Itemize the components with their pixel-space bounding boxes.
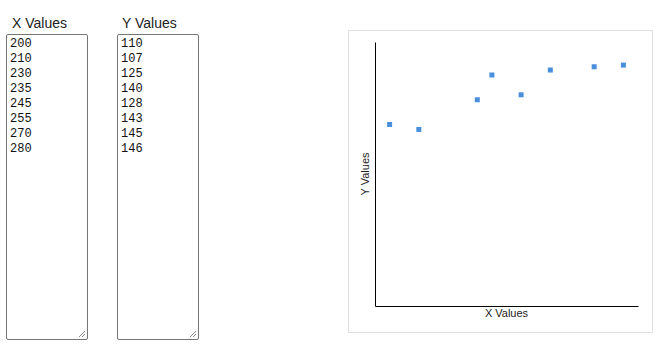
y-values-title: Y Values	[122, 15, 177, 31]
x-values-entry: 200	[10, 37, 84, 52]
chart-panel	[348, 30, 653, 333]
x-values-entry: 230	[10, 67, 84, 82]
point	[489, 73, 494, 78]
x-values-title: X Values	[12, 15, 67, 31]
points	[387, 63, 626, 132]
y-values-entry: 110	[121, 37, 195, 52]
resize-grip[interactable]	[189, 330, 197, 338]
grip-line	[79, 331, 85, 337]
y-values-entry: 145	[121, 127, 195, 142]
x-axis-title: X Values	[485, 307, 529, 319]
point	[519, 92, 524, 97]
x-values-textarea[interactable]: 200210230235245255270280	[6, 34, 88, 340]
x-values-entry: 280	[10, 142, 84, 157]
x-values-entry: 245	[10, 97, 84, 112]
y-axis-title: Y Values	[359, 152, 371, 196]
grip-line	[82, 334, 85, 337]
point	[548, 68, 553, 73]
grip-line	[190, 331, 196, 337]
point	[416, 127, 421, 132]
y-values-entry: 143	[121, 112, 195, 127]
point	[387, 122, 392, 127]
point	[475, 97, 480, 102]
y-values-entry: 107	[121, 52, 195, 67]
x-values-entry: 270	[10, 127, 84, 142]
point	[592, 64, 597, 69]
chart: X Values Y Values	[0, 0, 665, 347]
x-values-entry: 235	[10, 82, 84, 97]
grip-line	[193, 334, 196, 337]
y-axis-line	[375, 43, 376, 307]
resize-grip[interactable]	[78, 330, 86, 338]
y-values-entry: 146	[121, 142, 195, 157]
x-values-entry: 210	[10, 52, 84, 67]
y-values-entry: 140	[121, 82, 195, 97]
x-values-entry: 255	[10, 112, 84, 127]
point	[621, 63, 626, 68]
y-values-entry: 125	[121, 67, 195, 82]
y-values-entry: 128	[121, 97, 195, 112]
y-values-textarea[interactable]: 110107125140128143145146	[117, 34, 199, 340]
y-axis	[375, 43, 376, 307]
